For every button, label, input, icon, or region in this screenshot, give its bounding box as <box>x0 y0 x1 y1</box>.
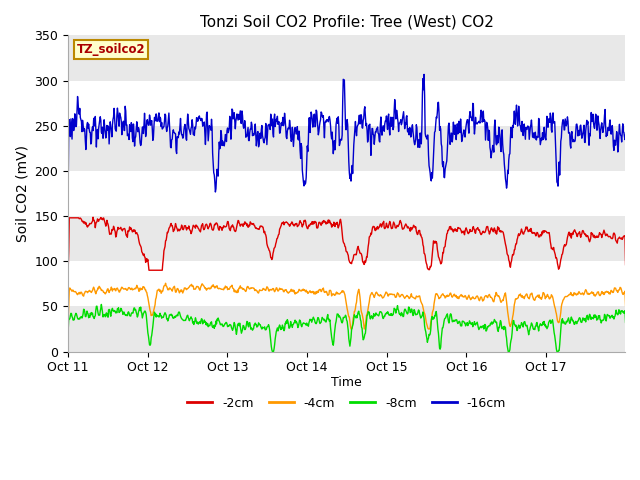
Title: Tonzi Soil CO2 Profile: Tree (West) CO2: Tonzi Soil CO2 Profile: Tree (West) CO2 <box>200 15 493 30</box>
X-axis label: Time: Time <box>332 376 362 389</box>
Bar <box>68 81 625 126</box>
Text: TZ_soilco2: TZ_soilco2 <box>77 43 145 56</box>
Y-axis label: Soil CO2 (mV): Soil CO2 (mV) <box>15 145 29 242</box>
Bar <box>68 36 625 81</box>
Bar <box>68 126 625 171</box>
Bar <box>68 306 625 351</box>
Bar <box>68 171 625 216</box>
Bar <box>68 261 625 306</box>
Bar <box>68 216 625 261</box>
Legend: -2cm, -4cm, -8cm, -16cm: -2cm, -4cm, -8cm, -16cm <box>182 392 511 415</box>
